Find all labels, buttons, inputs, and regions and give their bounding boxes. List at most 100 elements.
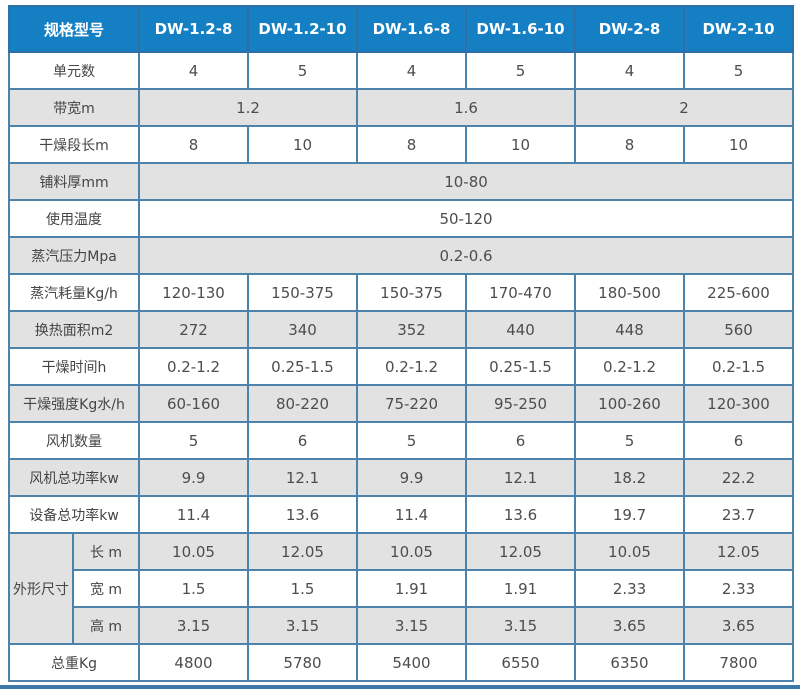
column-header-model: DW-2-8 bbox=[574, 5, 686, 53]
table-row-temperature: 使用温度 50-120 bbox=[7, 199, 795, 238]
spec-cell: 7800 bbox=[683, 643, 795, 682]
spec-cell: 10.05 bbox=[356, 532, 468, 571]
row-label: 蒸汽压力Mpa bbox=[7, 236, 141, 275]
table-row-fan-power: 风机总功率kw 9.9 12.1 9.9 12.1 18.2 22.2 bbox=[7, 458, 795, 497]
spec-cell: 120-300 bbox=[683, 384, 795, 423]
column-header-spec: 规格型号 bbox=[7, 5, 141, 53]
spec-cell-fullspan: 10-80 bbox=[138, 162, 795, 201]
spec-cell: 1.91 bbox=[356, 569, 468, 608]
spec-cell: 560 bbox=[683, 310, 795, 349]
spec-cell: 12.1 bbox=[465, 458, 577, 497]
row-label: 风机数量 bbox=[7, 421, 141, 460]
spec-cell: 12.05 bbox=[465, 532, 577, 571]
spec-cell: 1.5 bbox=[247, 569, 359, 608]
spec-cell: 225-600 bbox=[683, 273, 795, 312]
spec-cell: 0.2-1.5 bbox=[683, 347, 795, 386]
table-row-total-power: 设备总功率kw 11.4 13.6 11.4 13.6 19.7 23.7 bbox=[7, 495, 795, 534]
spec-cell: 5 bbox=[356, 421, 468, 460]
spec-cell-merged: 1.2 bbox=[138, 88, 359, 127]
row-label: 总重Kg bbox=[7, 643, 141, 682]
table-row-total-weight: 总重Kg 4800 5780 5400 6550 6350 7800 bbox=[7, 643, 795, 682]
spec-cell: 5 bbox=[138, 421, 250, 460]
spec-cell: 60-160 bbox=[138, 384, 250, 423]
spec-cell: 5 bbox=[465, 51, 577, 90]
spec-cell: 95-250 bbox=[465, 384, 577, 423]
spec-cell: 0.25-1.5 bbox=[247, 347, 359, 386]
spec-cell: 448 bbox=[574, 310, 686, 349]
spec-cell: 272 bbox=[138, 310, 250, 349]
spec-cell: 8 bbox=[138, 125, 250, 164]
spec-cell: 13.6 bbox=[247, 495, 359, 534]
spec-cell: 10.05 bbox=[574, 532, 686, 571]
table-row-belt-width: 带宽m 1.2 1.6 2 bbox=[7, 88, 795, 127]
spec-cell: 3.65 bbox=[574, 606, 686, 645]
spec-cell: 150-375 bbox=[247, 273, 359, 312]
row-label: 干燥时间h bbox=[7, 347, 141, 386]
spec-cell: 3.15 bbox=[356, 606, 468, 645]
spec-cell-fullspan: 0.2-0.6 bbox=[138, 236, 795, 275]
row-sublabel: 长 m bbox=[71, 532, 141, 571]
spec-cell: 4 bbox=[574, 51, 686, 90]
table-row-steam-pressure: 蒸汽压力Mpa 0.2-0.6 bbox=[7, 236, 795, 275]
spec-cell: 150-375 bbox=[356, 273, 468, 312]
table-row-fan-count: 风机数量 5 6 5 6 5 6 bbox=[7, 421, 795, 460]
row-label: 换热面积m2 bbox=[7, 310, 141, 349]
table-row-drying-time: 干燥时间h 0.2-1.2 0.25-1.5 0.2-1.2 0.25-1.5 … bbox=[7, 347, 795, 386]
spec-cell: 4800 bbox=[138, 643, 250, 682]
spec-cell: 4 bbox=[356, 51, 468, 90]
spec-cell: 13.6 bbox=[465, 495, 577, 534]
row-sublabel: 高 m bbox=[71, 606, 141, 645]
table-row-drying-intensity: 干燥强度Kg水/h 60-160 80-220 75-220 95-250 10… bbox=[7, 384, 795, 423]
spec-cell: 18.2 bbox=[574, 458, 686, 497]
spec-cell: 6550 bbox=[465, 643, 577, 682]
row-label: 干燥段长m bbox=[7, 125, 141, 164]
spec-cell: 5400 bbox=[356, 643, 468, 682]
spec-cell: 1.5 bbox=[138, 569, 250, 608]
spec-cell: 10.05 bbox=[138, 532, 250, 571]
spec-cell: 9.9 bbox=[138, 458, 250, 497]
spec-cell: 0.2-1.2 bbox=[356, 347, 468, 386]
spec-cell: 10 bbox=[465, 125, 577, 164]
spec-cell: 22.2 bbox=[683, 458, 795, 497]
spec-cell: 12.05 bbox=[247, 532, 359, 571]
spec-cell: 19.7 bbox=[574, 495, 686, 534]
spec-cell: 1.91 bbox=[465, 569, 577, 608]
spec-cell: 180-500 bbox=[574, 273, 686, 312]
spec-cell: 4 bbox=[138, 51, 250, 90]
spec-cell: 6 bbox=[683, 421, 795, 460]
table-row-material-thickness: 铺料厚mm 10-80 bbox=[7, 162, 795, 201]
spec-cell: 352 bbox=[356, 310, 468, 349]
row-label: 风机总功率kw bbox=[7, 458, 141, 497]
table-row-steam-consumption: 蒸汽耗量Kg/h 120-130 150-375 150-375 170-470… bbox=[7, 273, 795, 312]
spec-cell: 3.15 bbox=[247, 606, 359, 645]
spec-cell: 11.4 bbox=[138, 495, 250, 534]
column-header-model: DW-1.2-8 bbox=[138, 5, 250, 53]
spec-cell: 23.7 bbox=[683, 495, 795, 534]
spec-cell: 120-130 bbox=[138, 273, 250, 312]
spec-cell: 0.2-1.2 bbox=[138, 347, 250, 386]
spec-cell-merged: 2 bbox=[574, 88, 795, 127]
row-label: 带宽m bbox=[7, 88, 141, 127]
spec-cell: 170-470 bbox=[465, 273, 577, 312]
spec-cell: 0.25-1.5 bbox=[465, 347, 577, 386]
header-row: 规格型号 DW-1.2-8 DW-1.2-10 DW-1.6-8 DW-1.6-… bbox=[7, 5, 795, 53]
specifications-table: 规格型号 DW-1.2-8 DW-1.2-10 DW-1.6-8 DW-1.6-… bbox=[7, 5, 795, 682]
spec-cell: 2.33 bbox=[683, 569, 795, 608]
column-header-model: DW-1.6-8 bbox=[356, 5, 468, 53]
row-label: 铺料厚mm bbox=[7, 162, 141, 201]
spec-cell: 12.1 bbox=[247, 458, 359, 497]
row-label: 蒸汽耗量Kg/h bbox=[7, 273, 141, 312]
spec-cell-merged: 1.6 bbox=[356, 88, 577, 127]
spec-cell: 8 bbox=[356, 125, 468, 164]
spec-cell: 9.9 bbox=[356, 458, 468, 497]
row-label: 单元数 bbox=[7, 51, 141, 90]
spec-cell: 10 bbox=[683, 125, 795, 164]
column-header-model: DW-1.2-10 bbox=[247, 5, 359, 53]
dimension-group-label: 外形尺寸 bbox=[8, 532, 74, 645]
spec-cell: 340 bbox=[247, 310, 359, 349]
spec-cell: 80-220 bbox=[247, 384, 359, 423]
table-row-heat-area: 换热面积m2 272 340 352 440 448 560 bbox=[7, 310, 795, 349]
spec-cell: 3.15 bbox=[138, 606, 250, 645]
